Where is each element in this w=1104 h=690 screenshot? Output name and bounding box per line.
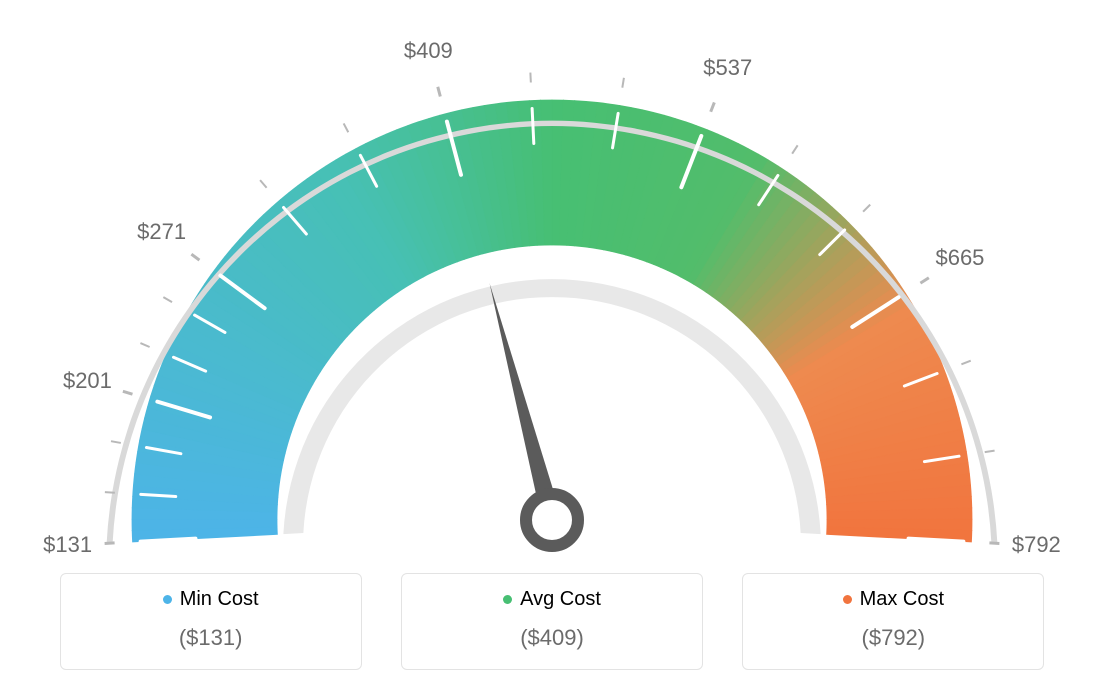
legend-title-text-max: Max Cost (860, 588, 944, 611)
legend-value-avg: ($409) (402, 625, 702, 651)
gauge-tick-label: $131 (43, 532, 92, 558)
legend-dot-avg (503, 595, 512, 604)
legend-title-max: Max Cost (843, 588, 944, 611)
legend-dot-min (163, 595, 172, 604)
legend-title-text-min: Min Cost (180, 588, 259, 611)
legend-card-max: Max Cost ($792) (742, 573, 1044, 670)
chart-container: $131 $201 $271 $409 $537 $665 $792 Min Cost ($… (0, 0, 1104, 690)
gauge-tick-label: $792 (1012, 532, 1061, 558)
gauge-tick-label: $665 (935, 245, 984, 271)
legend-title-avg: Avg Cost (503, 588, 601, 611)
legend-title-min: Min Cost (163, 588, 259, 611)
gauge-tick-label: $271 (137, 219, 186, 245)
legend-value-max: ($792) (743, 625, 1043, 651)
legend-dot-max (843, 595, 852, 604)
legend-card-min: Min Cost ($131) (60, 573, 362, 670)
gauge-tick-label: $409 (404, 38, 453, 64)
legend-card-avg: Avg Cost ($409) (401, 573, 703, 670)
gauge-tick-label: $201 (63, 368, 112, 394)
legend-row: Min Cost ($131) Avg Cost ($409) Max Cost… (0, 573, 1104, 670)
gauge-svg (0, 0, 1104, 560)
legend-title-text-avg: Avg Cost (520, 588, 601, 611)
gauge-tick-label: $537 (703, 55, 752, 81)
legend-value-min: ($131) (61, 625, 361, 651)
gauge-area: $131 $201 $271 $409 $537 $665 $792 (0, 0, 1104, 560)
